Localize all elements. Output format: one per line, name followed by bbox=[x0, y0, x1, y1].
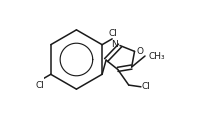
Text: Cl: Cl bbox=[108, 29, 117, 38]
Text: Cl: Cl bbox=[36, 81, 44, 90]
Text: CH₃: CH₃ bbox=[149, 52, 165, 61]
Text: N: N bbox=[111, 40, 118, 50]
Text: O: O bbox=[137, 47, 144, 56]
Text: Cl: Cl bbox=[142, 82, 151, 91]
